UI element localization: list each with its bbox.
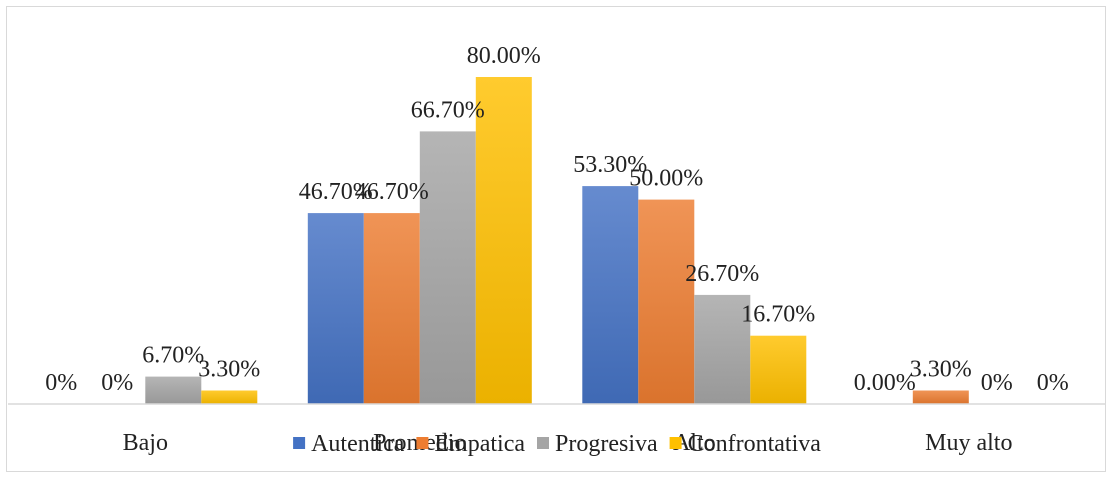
- bar-promedio-confrontativa: [475, 77, 532, 404]
- data-label-bajo-progresiva: 6.70%: [142, 343, 204, 369]
- data-labels: 0% 0%6.70%3.30%46.70%46.70%66.70%80.00%53…: [45, 43, 1069, 396]
- legend-swatch-autentica: [293, 437, 306, 449]
- legend-label-autentica: Autentica: [311, 431, 405, 457]
- legend-label-empatica: Empatica: [434, 431, 525, 457]
- legend-label-progresiva: Progresiva: [555, 431, 658, 457]
- data-label-alto-autentica: 53.30%: [573, 152, 647, 178]
- bar-promedio-progresiva: [419, 131, 476, 404]
- bars-layer: [145, 77, 969, 404]
- bar-promedio-empatica: [363, 213, 420, 404]
- bar-alto-empatica: [638, 199, 695, 404]
- legend-swatch-empatica: [416, 437, 429, 449]
- data-label-muy-alto-progresiva: 0%: [981, 370, 1013, 396]
- category-label-muy-alto: Muy alto: [925, 430, 1012, 456]
- data-label-bajo-confrontativa: 3.30%: [198, 357, 260, 383]
- data-label-bajo-autentica: 0%: [45, 370, 77, 396]
- bar-alto-progresiva: [694, 294, 751, 404]
- category-label-bajo: Bajo: [123, 430, 168, 456]
- legend-swatch-confrontativa: [669, 437, 682, 449]
- bar-bajo-confrontativa: [201, 390, 258, 404]
- data-label-muy-alto-autentica: 0.00%: [854, 370, 916, 396]
- bar-promedio-autentica: [307, 213, 364, 404]
- data-label-muy-alto-empatica: 3.30%: [910, 357, 972, 383]
- data-label-alto-empatica: 50.00%: [629, 166, 703, 192]
- data-label-muy-alto-confrontativa: 0%: [1037, 370, 1069, 396]
- data-label-alto-progresiva: 26.70%: [685, 261, 759, 287]
- data-label-promedio-progresiva: 66.70%: [411, 97, 485, 123]
- legend-label-confrontativa: Confrontativa: [688, 431, 822, 457]
- data-label-bajo-empatica: 0%: [101, 370, 133, 396]
- data-label-promedio-empatica: 46.70%: [355, 179, 429, 205]
- data-label-promedio-autentica: 46.70%: [299, 179, 373, 205]
- legend: Autentica Empatica Progresiva Confrontativa: [293, 431, 821, 457]
- legend-swatch-progresiva: [537, 437, 549, 449]
- bar-bajo-progresiva: [145, 376, 202, 404]
- bar-alto-autentica: [582, 186, 639, 404]
- bar-alto-confrontativa: [750, 335, 807, 404]
- data-label-alto-confrontativa: 16.70%: [741, 302, 815, 328]
- data-label-promedio-confrontativa: 80.00%: [467, 43, 541, 69]
- bar-muy-alto-empatica: [912, 390, 969, 404]
